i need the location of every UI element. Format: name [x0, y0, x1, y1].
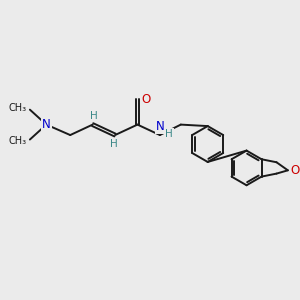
Text: CH₃: CH₃	[8, 103, 26, 113]
Text: H: H	[165, 129, 173, 139]
Text: N: N	[42, 118, 51, 131]
Text: O: O	[291, 164, 300, 177]
Text: O: O	[141, 93, 151, 106]
Text: H: H	[90, 111, 98, 121]
Text: H: H	[110, 139, 117, 149]
Text: N: N	[156, 120, 165, 133]
Text: CH₃: CH₃	[8, 136, 26, 146]
